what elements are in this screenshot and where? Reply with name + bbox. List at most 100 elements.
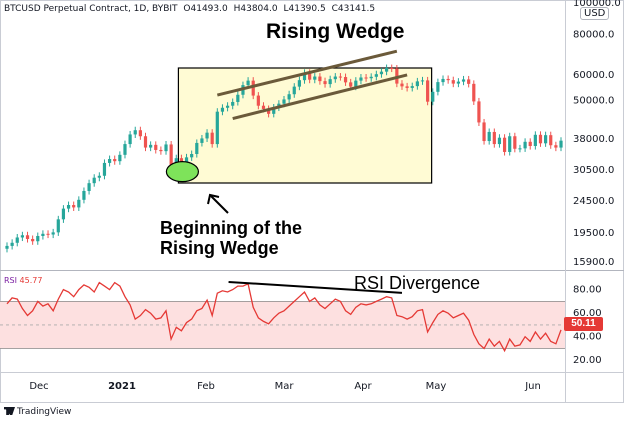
candle-body bbox=[313, 76, 317, 80]
symbol-name: BTCUSD Perpetual Contract, 1D, BYBIT bbox=[4, 4, 178, 14]
rsi-legend: RSI 45.77 bbox=[4, 276, 42, 285]
candle-body bbox=[15, 237, 19, 243]
candle-body bbox=[467, 79, 471, 84]
candle-body bbox=[369, 76, 373, 79]
candle-body bbox=[308, 72, 312, 80]
candle-body bbox=[138, 130, 142, 137]
candle-body bbox=[405, 86, 409, 88]
candle-body bbox=[251, 80, 255, 96]
time-tick-label: Feb bbox=[197, 381, 215, 392]
title-annotation: Rising Wedge bbox=[266, 20, 405, 43]
price-tick-label: 38000.0 bbox=[573, 134, 614, 145]
candle-body bbox=[559, 140, 563, 148]
candle-body bbox=[384, 68, 389, 72]
candle-body bbox=[225, 105, 230, 108]
symbol-header: BTCUSD Perpetual Contract, 1D, BYBIT O41… bbox=[4, 4, 378, 14]
candle-body bbox=[92, 177, 96, 184]
candle-body bbox=[431, 91, 435, 102]
candle-body bbox=[528, 141, 532, 147]
price-tick-label: 50000.0 bbox=[573, 96, 614, 107]
candle-body bbox=[154, 144, 158, 150]
candle-body bbox=[410, 86, 414, 88]
candle-body bbox=[508, 136, 512, 152]
candle-body bbox=[205, 132, 209, 139]
candle-body bbox=[246, 80, 250, 86]
time-tick-label: 2021 bbox=[108, 381, 136, 392]
candle-body bbox=[436, 82, 440, 92]
candle-body bbox=[10, 242, 14, 246]
candle-body bbox=[354, 80, 358, 87]
candle-body bbox=[25, 235, 30, 239]
candle-body bbox=[349, 82, 353, 87]
rsi-label: RSI bbox=[4, 276, 17, 285]
candle-body bbox=[487, 131, 491, 142]
candle-body bbox=[441, 78, 445, 83]
candle-body bbox=[323, 81, 327, 85]
candle-body bbox=[328, 79, 332, 85]
candle-body bbox=[297, 80, 301, 87]
candle-body bbox=[502, 137, 507, 152]
close-value: C43141.5 bbox=[331, 4, 376, 14]
candle-body bbox=[236, 94, 240, 102]
candle-body bbox=[379, 71, 384, 75]
rsi-value: 45.77 bbox=[19, 276, 43, 285]
candle-body bbox=[133, 130, 137, 135]
high-value: H43804.0 bbox=[233, 4, 278, 14]
candle-body bbox=[256, 95, 260, 106]
candle-body bbox=[267, 108, 271, 114]
candle-body bbox=[343, 77, 348, 83]
candle-body bbox=[143, 136, 148, 148]
time-tick-label: Jun bbox=[524, 381, 541, 392]
candle-body bbox=[72, 205, 76, 208]
beginning-line-1: Beginning of the bbox=[160, 218, 302, 238]
candle-body bbox=[97, 175, 101, 178]
candle-body bbox=[420, 80, 425, 82]
candle-body bbox=[287, 94, 291, 100]
candle-body bbox=[359, 77, 363, 81]
candle-body bbox=[51, 232, 55, 235]
candle-body bbox=[261, 105, 266, 109]
rsi-last-badge: 50.11 bbox=[564, 317, 603, 331]
candle-body bbox=[169, 144, 173, 170]
beginning-line-2: Rising Wedge bbox=[160, 238, 279, 258]
candle-body bbox=[400, 83, 404, 87]
candle-body bbox=[497, 137, 502, 145]
annotation-arrow-head bbox=[207, 193, 220, 205]
rsi-tick-label: 20.00 bbox=[573, 355, 602, 366]
tradingview-logo[interactable]: TradingView bbox=[4, 407, 71, 417]
time-tick-label: Mar bbox=[275, 381, 295, 392]
candle-body bbox=[77, 199, 81, 208]
wedge-start-marker bbox=[165, 161, 200, 183]
time-tick-label: Dec bbox=[29, 381, 48, 392]
candle-body bbox=[513, 136, 517, 149]
candle-body bbox=[195, 142, 199, 155]
candle-body bbox=[482, 122, 486, 142]
candle-body bbox=[446, 78, 450, 81]
candle-body bbox=[102, 162, 107, 176]
candle-body bbox=[461, 79, 466, 82]
candle-body bbox=[333, 76, 337, 80]
price-tick-label: 60000.0 bbox=[573, 70, 614, 81]
candle-body bbox=[113, 159, 117, 162]
candle-body bbox=[200, 138, 204, 143]
low-value: L41390.5 bbox=[283, 4, 326, 14]
price-tick-label: 15900.0 bbox=[573, 257, 614, 268]
brand-label: TradingView bbox=[17, 407, 72, 417]
rsi-line bbox=[6, 281, 562, 353]
candle-body bbox=[118, 154, 122, 162]
candle-body bbox=[426, 80, 430, 102]
candle-body bbox=[215, 111, 219, 145]
candle-body bbox=[518, 148, 522, 150]
candle-body bbox=[272, 107, 276, 114]
rsi-tick-label: 60.00 bbox=[573, 308, 602, 319]
candle-body bbox=[107, 159, 112, 163]
candle-body bbox=[472, 83, 476, 102]
candle-body bbox=[210, 132, 214, 145]
candle-body bbox=[66, 205, 71, 209]
rsi-tick-label: 40.00 bbox=[573, 332, 602, 343]
currency-button[interactable]: USD bbox=[580, 7, 610, 20]
rsi-tick-label: 80.00 bbox=[573, 285, 602, 296]
candle-body bbox=[31, 238, 35, 242]
